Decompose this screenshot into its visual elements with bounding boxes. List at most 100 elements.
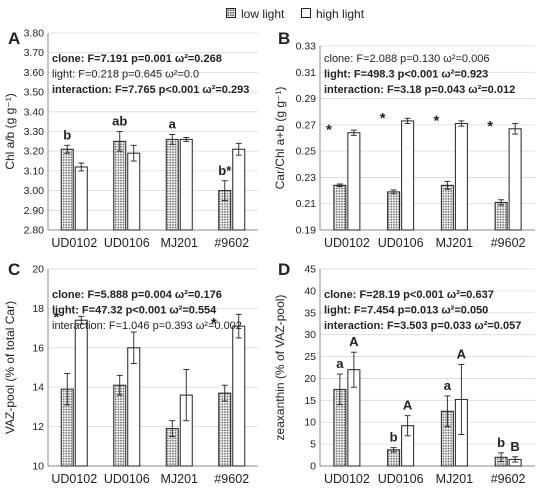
significance-label: b* [218, 163, 232, 178]
y-tick-label: 14 [32, 382, 44, 394]
legend-label-low-light: low light [241, 7, 285, 21]
x-tick-label: MJ201 [436, 472, 474, 486]
significance-label: a [336, 356, 344, 371]
x-tick-label: UD0102 [51, 472, 97, 486]
significance-label: * [326, 122, 332, 139]
bar-high-light [127, 347, 141, 467]
stats-line: light: F=7.454 p=0.013 ω²=0.050 [324, 305, 488, 317]
panel-letter-b: B [278, 29, 290, 48]
panel-c: C 10 12 14 16 18 20 VAZ-pool (% of total Car) UD… [3, 260, 258, 486]
bar-high-light [127, 152, 141, 231]
y-tick-label: 0.21 [296, 198, 317, 210]
bar-low-light [333, 184, 347, 231]
panel-letter-c: C [8, 260, 20, 279]
y-axis-label: VAZ-pool (% of total Car) [3, 301, 17, 434]
bar-low-light [113, 384, 127, 467]
stats-line: interaction: F=7.765 p<0.001 ω²=0.293 [52, 84, 249, 96]
significance-label: * [487, 118, 493, 135]
significance-label: * [211, 315, 217, 332]
x-tick-label: UD0102 [51, 236, 97, 250]
x-tick-label: UD0106 [104, 472, 150, 486]
legend-label-high-light: high light [316, 7, 365, 21]
y-tick-label: 0.31 [296, 67, 317, 79]
y-tick-label: 3.00 [24, 185, 45, 197]
bar-low-light [60, 148, 74, 231]
x-tick-label: MJ201 [160, 236, 198, 250]
panel-b: B 0.19 0.21 0.23 0.25 0.27 0.29 0.31 0.33 Car/Chl… [273, 29, 535, 250]
y-tick-label: 25 [304, 351, 316, 363]
significance-label: b [63, 127, 71, 142]
x-tick-label: MJ201 [436, 236, 474, 250]
bar-high-light [508, 128, 522, 231]
legend: low light high light [0, 5, 550, 23]
bar-high-light [74, 319, 88, 467]
x-tick-label: #9602 [214, 236, 249, 250]
y-tick-label: 3.10 [24, 165, 45, 177]
x-tick-label: UD0106 [378, 472, 424, 486]
bar-high-light [232, 325, 246, 467]
significance-label: A [403, 398, 413, 413]
y-tick-label: 45 [304, 264, 316, 276]
y-tick-label: 35 [304, 307, 316, 319]
panel-d: D 0 5 10 15 20 25 30 35 40 45 zeaxanthin (% of VAZ-… [273, 260, 535, 486]
y-tick-label: 3.60 [24, 67, 45, 79]
y-tick-label: 0.19 [296, 225, 317, 237]
significance-label: * [380, 110, 386, 127]
y-tick-label: 3.80 [24, 28, 45, 40]
y-tick-label: 18 [32, 303, 44, 315]
stats-line: interaction: F=3.503 p=0.033 ω²=0.057 [324, 320, 521, 332]
significance-label: b [390, 430, 398, 445]
x-tick-label: #9602 [491, 236, 526, 250]
significance-label: b [497, 435, 505, 450]
y-tick-label: 3.40 [24, 106, 45, 118]
stats-line: clone: F=7.191 p=0.001 ω²=0.268 [52, 53, 222, 65]
bar-high-light [347, 132, 361, 231]
stats-line: light: F=0.218 p=0.645 ω²=0.0 [52, 69, 199, 81]
y-axis-label: Chl a/b (g g⁻¹) [3, 93, 17, 169]
panel-letter-d: D [278, 260, 290, 279]
bar-low-light [113, 140, 127, 231]
bar-high-light [179, 138, 193, 231]
y-tick-label: 16 [32, 342, 44, 354]
stats-line: clone: F=5.888 p=0.004 ω²=0.176 [52, 289, 222, 301]
y-tick-label: 3.50 [24, 87, 45, 99]
y-tick-label: 0.27 [296, 119, 317, 131]
stats-line: interaction: F=1.046 p=0.393 ω²=0.002 [52, 320, 242, 332]
bar-low-light [218, 392, 232, 467]
x-tick-label: MJ201 [160, 472, 198, 486]
y-tick-label: 0.23 [296, 172, 317, 184]
bar-low-light [387, 191, 401, 231]
y-tick-label: 0.25 [296, 146, 317, 158]
y-tick-label: 10 [32, 461, 44, 473]
stats-line: light: F=47.32 p<0.001 ω²=0.554 [52, 305, 217, 317]
y-axis-label: zeaxanthin (% of VAZ-pool) [273, 295, 287, 441]
y-tick-label: 3.70 [24, 47, 45, 59]
y-tick-label: 20 [304, 373, 316, 385]
y-tick-label: 2.90 [24, 205, 45, 217]
bar-low-light [165, 138, 179, 231]
significance-label: * [53, 309, 59, 326]
y-tick-label: 0.29 [296, 93, 317, 105]
bar-high-light [401, 120, 415, 231]
y-axis-label: Car/Chl a+b (g g⁻¹) [273, 87, 287, 190]
stats-line: interaction: F=3.18 p=0.043 ω²=0.012 [324, 84, 515, 96]
x-tick-label: UD0102 [324, 472, 370, 486]
stats-line: light: F=498.3 p<0.001 ω²=0.923 [324, 69, 488, 81]
y-tick-label: 12 [32, 421, 44, 433]
significance-label: a [169, 116, 177, 131]
y-tick-label: 15 [304, 395, 316, 407]
bar-low-light [494, 201, 508, 231]
y-tick-label: 0.33 [296, 41, 317, 53]
y-tick-label: 0 [310, 461, 316, 473]
y-tick-label: 3.30 [24, 126, 45, 138]
y-tick-label: 30 [304, 329, 316, 341]
significance-label: B [510, 439, 519, 454]
significance-label: a [444, 378, 452, 393]
bar-high-light [454, 123, 468, 231]
y-tick-label: 10 [304, 417, 316, 429]
y-tick-label: 2.80 [24, 225, 45, 237]
low-light-swatch-icon [226, 8, 236, 18]
x-tick-label: UD0102 [324, 236, 370, 250]
bar-low-light [440, 184, 454, 231]
